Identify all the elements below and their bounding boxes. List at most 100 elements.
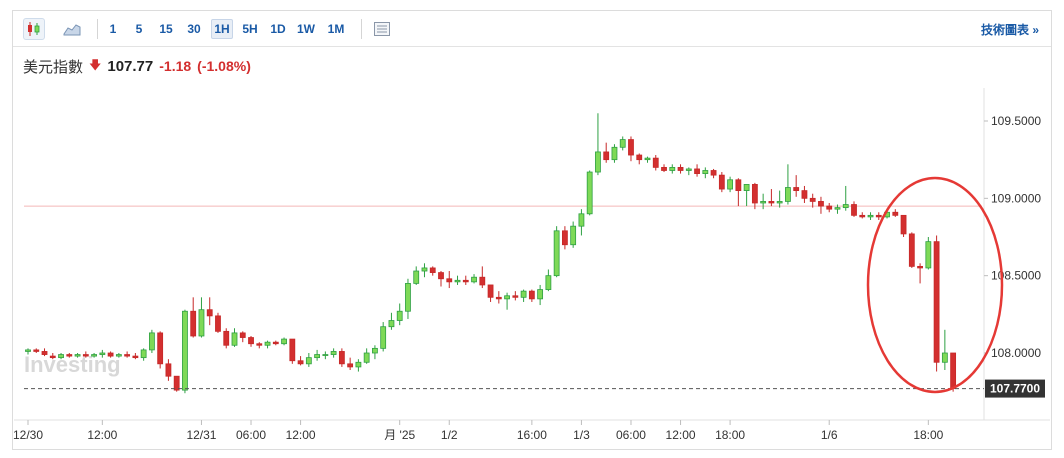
candle-body [305, 357, 312, 365]
x-tick-label: 1/3 [573, 428, 590, 442]
x-tick-label: 1/6 [821, 428, 838, 442]
candle-body [785, 187, 791, 202]
candle-body [347, 363, 354, 368]
x-tick-label: 12:00 [87, 428, 117, 442]
candle-body [917, 265, 923, 269]
candle-body [330, 351, 337, 355]
candle-body [487, 284, 494, 298]
candle-body [115, 354, 122, 357]
candle-body [91, 354, 97, 357]
candle-body [851, 204, 857, 216]
candle-body [338, 351, 345, 365]
candle-body [512, 295, 519, 298]
candle-body [140, 349, 147, 359]
interval-1[interactable]: 1 [109, 22, 117, 36]
candle-body [859, 214, 866, 218]
candle-body [702, 170, 709, 174]
candle-body [818, 201, 824, 207]
candle-body [553, 230, 560, 277]
candle-body [875, 214, 882, 218]
candle-body [289, 338, 296, 362]
instrument-name: 美元指數 [23, 58, 84, 76]
candle-body [809, 197, 816, 202]
candle-body [223, 330, 230, 346]
candle-body [413, 270, 420, 284]
candle-body [41, 351, 48, 355]
candle-body [834, 207, 841, 210]
x-tick-label: 18:00 [715, 428, 745, 442]
candle-body [454, 279, 461, 283]
technical-chart-link[interactable]: 技術圖表 » [980, 23, 1039, 37]
candle-body [562, 230, 568, 246]
arrow-down-icon: 🡇 [89, 57, 102, 72]
interval-1m[interactable]: 1M [327, 22, 345, 36]
candle-body [446, 278, 453, 283]
candle-body [206, 309, 213, 317]
x-tick-label: 18:00 [913, 428, 943, 442]
candle-body [462, 279, 469, 283]
candle-body [661, 166, 667, 171]
y-tick-label: 108.5000 [991, 269, 1041, 283]
candle-body [66, 354, 73, 357]
candle-body [99, 352, 106, 355]
candle-body [941, 352, 948, 363]
candle-body [74, 354, 81, 357]
x-tick-label: 月 '25 [384, 428, 415, 442]
candle-body [380, 326, 387, 349]
candle-body [528, 290, 535, 300]
candle-body [297, 360, 304, 365]
candle-body [272, 341, 279, 345]
interval-15[interactable]: 15 [159, 22, 173, 36]
candle-body [438, 272, 444, 280]
candle-body [520, 290, 527, 298]
candle-body [388, 320, 395, 328]
candle-body [281, 338, 287, 345]
candle-body [396, 310, 403, 321]
candle-body [669, 166, 676, 171]
candle-body [215, 315, 221, 332]
toolbar-divider [97, 19, 98, 39]
interval-30[interactable]: 30 [187, 22, 201, 36]
table-icon[interactable] [371, 18, 393, 40]
candle-body [677, 166, 684, 171]
candle-body [933, 241, 940, 363]
interval-5[interactable]: 5 [135, 22, 143, 36]
interval-1d[interactable]: 1D [270, 22, 286, 36]
candle-body [718, 174, 725, 190]
candle-body [363, 352, 370, 363]
x-tick-label: 16:00 [517, 428, 547, 442]
candle-body [124, 354, 131, 357]
candle-body [801, 190, 808, 199]
interval-5h[interactable]: 5H [242, 22, 258, 36]
last-price-label: 107.7700 [990, 382, 1040, 396]
candle-body [322, 354, 329, 356]
x-tick-label: 06:00 [616, 428, 646, 442]
x-tick-label: 12:00 [666, 428, 696, 442]
interval-1w[interactable]: 1W [297, 22, 315, 36]
candle-body [256, 343, 263, 346]
candle-body [735, 179, 742, 191]
candle-body [595, 151, 601, 173]
candle-body [429, 267, 436, 273]
candle-body [372, 347, 378, 354]
candle-body [33, 349, 40, 352]
interval-1h[interactable]: 1H [211, 19, 233, 39]
x-tick-label: 12/31 [186, 428, 216, 442]
x-tick-label: 1/2 [441, 428, 458, 442]
candle-body [107, 352, 114, 357]
candle-body [537, 289, 544, 300]
watermark-logo: Investing [24, 352, 121, 377]
candle-body [479, 276, 486, 286]
candle-body [314, 354, 321, 359]
candle-body [182, 310, 188, 391]
candle-body [421, 267, 428, 272]
y-tick-label: 109.0000 [991, 191, 1041, 205]
candle-body [743, 184, 750, 191]
candle-body [908, 233, 915, 267]
area-chart-icon[interactable] [61, 18, 83, 40]
candle-body [611, 146, 618, 161]
candlestick-icon[interactable] [23, 18, 45, 40]
candle-body [471, 276, 477, 283]
candle-body [867, 214, 874, 218]
